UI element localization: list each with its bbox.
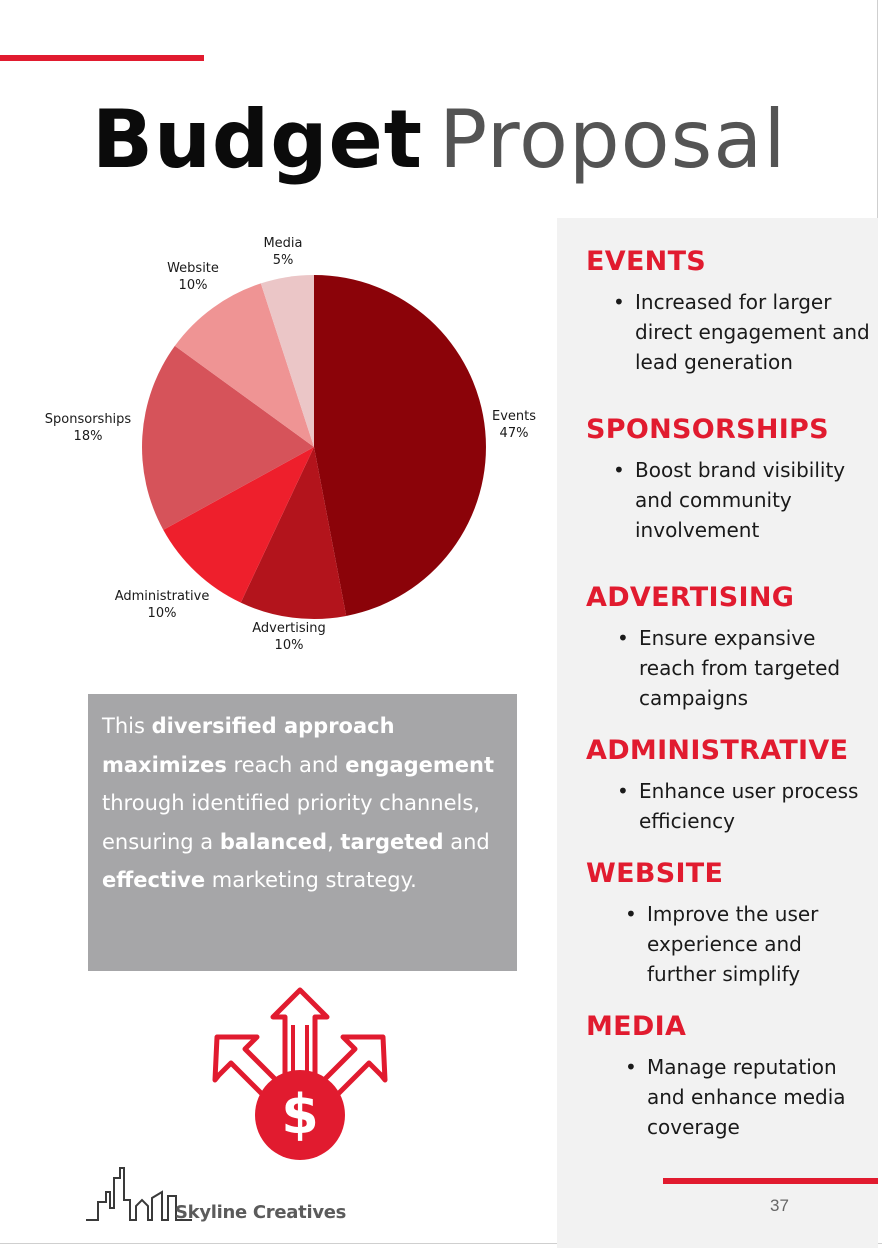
section-administrative: ADMINISTRATIVE • Enhance user process eff…: [586, 735, 876, 836]
summary-emphasis: balanced: [219, 829, 328, 854]
section-heading: ADVERTISING: [586, 582, 795, 613]
category-panel: [557, 218, 878, 1248]
pie-label-value: 18%: [74, 429, 103, 444]
pie-label-value: 10%: [148, 606, 177, 621]
section-bullet: • Ensure expansive reach from targeted ca…: [617, 626, 841, 710]
money-growth-arrows-icon: $: [212, 987, 388, 1160]
summary-emphasis: diversified approach maximizes: [102, 714, 395, 777]
summary-emphasis: targeted: [340, 829, 444, 854]
title-bold-word: Budget: [92, 93, 423, 186]
pie-slice-advertising: [240, 447, 347, 619]
section-bullet: • Increased for larger direct engagement …: [613, 290, 870, 374]
page-number: 37: [770, 1196, 789, 1215]
pie-label-value: 5%: [273, 253, 294, 268]
section-heading: ADMINISTRATIVE: [586, 735, 849, 766]
pie-slice-website: [174, 283, 314, 447]
section-media: MEDIA • Manage reputation and enhance med…: [586, 1011, 876, 1142]
pie-slice-administrative: [163, 447, 314, 603]
section-events: EVENTS • Increased for larger direct enga…: [586, 246, 876, 377]
section-heading: SPONSORSHIPS: [586, 414, 829, 445]
summary-fragment: reach and: [226, 752, 346, 777]
svg-text:$: $: [281, 1083, 319, 1146]
section-bullet: • Improve the user experience and further…: [625, 902, 819, 986]
summary-emphasis: effective: [102, 868, 206, 892]
summary-fragment: through identified priority channels, en…: [102, 791, 480, 854]
section-sponsorships: SPONSORSHIPS • Boost brand visibility an…: [586, 414, 876, 545]
pie-label-value: 10%: [179, 278, 208, 293]
page-title: Budget Proposal: [92, 92, 787, 188]
pie-label-category: Website: [167, 261, 219, 276]
top-accent-bar: [0, 55, 204, 61]
pie-label-category: Administrative: [115, 589, 210, 604]
section-heading: WEBSITE: [586, 858, 724, 889]
pie-label-category: Media: [263, 236, 302, 251]
summary-fragment: ,: [327, 829, 341, 854]
skyline-logo-icon: [86, 1167, 192, 1221]
summary-callout: This diversified approach maximizes reac…: [88, 694, 517, 971]
pie-slice-media: [260, 275, 314, 447]
pie-label-value: 10%: [275, 638, 304, 653]
summary-fragment: This: [102, 714, 152, 738]
pie-label-value: 47%: [500, 426, 529, 441]
section-bullet: • Boost brand visibility and community i…: [613, 458, 846, 542]
pie-label-category: Sponsorships: [45, 412, 132, 427]
summary-fragment: and: [443, 829, 490, 854]
brand-name: Skyline Creatives: [175, 1202, 347, 1223]
bottom-accent-bar: [663, 1178, 878, 1184]
summary-text: This diversified approach maximizes reac…: [102, 707, 503, 900]
section-website: WEBSITE • Improve the user experience and…: [586, 858, 876, 989]
budget-pie-chart: Events 47% Advertising 10% Administrative 10%…: [45, 236, 536, 653]
page-edge-bottom: [0, 1243, 882, 1244]
pie-label-category: Events: [492, 409, 536, 424]
title-light-word: Proposal: [438, 93, 787, 186]
section-bullet: • Enhance user process efficiency: [617, 779, 859, 833]
pie-label-category: Advertising: [252, 621, 326, 636]
section-advertising: ADVERTISING • Ensure expansive reach from…: [586, 582, 876, 713]
section-bullet: • Manage reputation and enhance media cov…: [625, 1055, 846, 1139]
section-heading: MEDIA: [586, 1011, 687, 1042]
summary-fragment: marketing strategy.: [205, 868, 417, 892]
pie-slice-sponsorships: [142, 345, 314, 530]
section-heading: EVENTS: [586, 246, 707, 277]
summary-emphasis: engagement: [345, 752, 494, 777]
pie-slice-events: [314, 275, 486, 616]
